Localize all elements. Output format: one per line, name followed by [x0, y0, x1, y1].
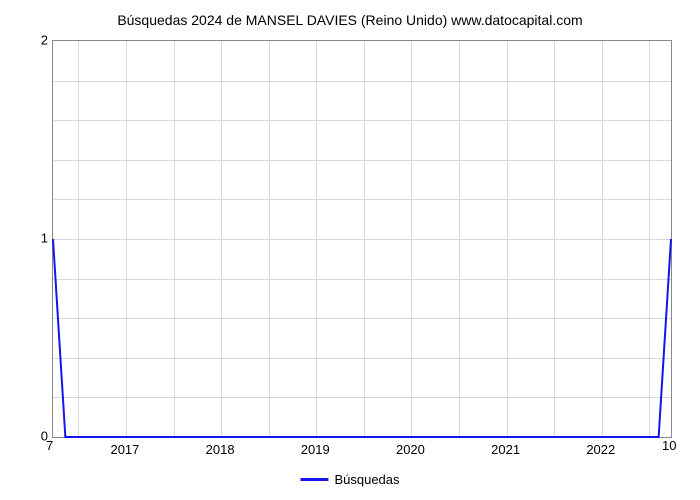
y-axis-tick-label: 2	[32, 33, 48, 48]
x-axis-tick-label: 2020	[396, 442, 425, 457]
x-axis-end-label: 10	[662, 438, 676, 453]
x-axis-tick-label: 2017	[110, 442, 139, 457]
series-line	[53, 41, 671, 437]
y-axis-tick-label: 1	[32, 231, 48, 246]
chart-title: Búsquedas 2024 de MANSEL DAVIES (Reino U…	[0, 10, 700, 36]
x-axis-tick-label: 2019	[301, 442, 330, 457]
legend-label: Búsquedas	[334, 472, 399, 487]
legend-swatch	[300, 478, 328, 481]
x-axis-tick-label: 2018	[206, 442, 235, 457]
plot-area	[52, 40, 672, 438]
x-axis-tick-label: 2022	[586, 442, 615, 457]
legend: Búsquedas	[300, 472, 399, 487]
y-axis-tick-label: 0	[32, 429, 48, 444]
x-axis-tick-label: 2021	[491, 442, 520, 457]
chart-container: Búsquedas 2024 de MANSEL DAVIES (Reino U…	[0, 10, 700, 500]
